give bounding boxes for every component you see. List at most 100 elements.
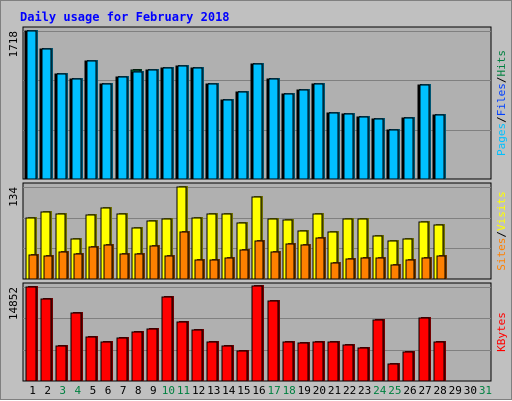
- bar-sites-22: [345, 258, 355, 280]
- bar-kbytes-19: [297, 342, 309, 382]
- bar-kbytes-17: [267, 300, 279, 382]
- bar-kbytes-13: [206, 341, 218, 382]
- bar-pages-18: [283, 93, 294, 180]
- bar-kbytes-6: [100, 341, 112, 382]
- bar-pages-25: [388, 129, 399, 180]
- bar-kbytes-28: [433, 341, 445, 382]
- bar-pages-6: [101, 83, 112, 180]
- x-tick-label-26: 26: [403, 384, 416, 397]
- bar-pages-14: [222, 99, 233, 180]
- bar-kbytes-1: [25, 286, 37, 382]
- x-tick-label-18: 18: [283, 384, 296, 397]
- bar-kbytes-16: [251, 285, 263, 382]
- bar-kbytes-11: [176, 321, 188, 382]
- bar-pages-7: [117, 76, 128, 180]
- bar-sites-26: [405, 259, 415, 280]
- x-tick-label-27: 27: [418, 384, 431, 397]
- x-tick-label-28: 28: [434, 384, 447, 397]
- bar-sites-15: [239, 249, 249, 280]
- bar-kbytes-9: [146, 328, 158, 382]
- x-tick-label-25: 25: [388, 384, 401, 397]
- bar-kbytes-7: [116, 337, 128, 382]
- x-tick-label-6: 6: [105, 384, 112, 397]
- x-tick-label-14: 14: [222, 384, 236, 397]
- x-tick-label-10: 10: [162, 384, 175, 397]
- bar-sites-4: [73, 253, 83, 280]
- max-label-bottom: 14852: [7, 287, 20, 320]
- x-tick-label-29: 29: [449, 384, 462, 397]
- x-tick-label-16: 16: [252, 384, 265, 397]
- bar-kbytes-21: [327, 341, 339, 382]
- bar-kbytes-25: [387, 363, 399, 382]
- bar-pages-9: [147, 69, 158, 180]
- x-tick-label-20: 20: [313, 384, 326, 397]
- x-tick-label-22: 22: [343, 384, 356, 397]
- x-tick-label-11: 11: [177, 384, 190, 397]
- x-tick-label-24: 24: [373, 384, 387, 397]
- bar-kbytes-10: [161, 296, 173, 382]
- legend-middle: Sites/Visits: [495, 191, 508, 271]
- bar-sites-14: [224, 257, 234, 280]
- bar-kbytes-23: [357, 347, 369, 382]
- bar-kbytes-20: [312, 341, 324, 382]
- bar-sites-28: [436, 255, 446, 280]
- bar-kbytes-8: [131, 331, 143, 382]
- bar-sites-16: [254, 240, 264, 280]
- bar-pages-3: [56, 73, 67, 180]
- legend-pages: Pages: [495, 123, 508, 156]
- bar-kbytes-22: [342, 344, 354, 382]
- bar-kbytes-2: [40, 298, 52, 382]
- max-label-middle: 134: [7, 187, 20, 207]
- bar-sites-19: [300, 244, 310, 280]
- x-tick-label-5: 5: [90, 384, 97, 397]
- x-tick-label-9: 9: [150, 384, 157, 397]
- bar-sites-17: [270, 251, 280, 280]
- max-label-top: 1718: [7, 31, 20, 58]
- bar-kbytes-14: [221, 345, 233, 382]
- chart-title: Daily usage for February 2018: [20, 10, 230, 24]
- bar-kbytes-4: [70, 312, 82, 382]
- bar-pages-17: [268, 78, 279, 180]
- legend-bottom: KBytes: [495, 312, 508, 352]
- bar-sites-6: [103, 244, 113, 280]
- legend-files: Files: [495, 83, 508, 116]
- x-tick-label-17: 17: [267, 384, 280, 397]
- x-tick-label-8: 8: [135, 384, 142, 397]
- x-tick-label-19: 19: [298, 384, 311, 397]
- x-tick-label-3: 3: [59, 384, 66, 397]
- bar-pages-22: [343, 113, 354, 180]
- legend-visits: Visits: [495, 191, 508, 231]
- bar-sites-12: [194, 259, 204, 280]
- bar-kbytes-3: [55, 345, 67, 382]
- legend-kbytes: KBytes: [495, 312, 508, 352]
- bar-pages-5: [86, 60, 97, 180]
- x-tick-label-12: 12: [192, 384, 205, 397]
- bar-sites-20: [315, 237, 325, 280]
- legend-top: Pages/Files/Hits: [495, 50, 508, 156]
- x-tick-label-4: 4: [75, 384, 82, 397]
- bar-pages-2: [41, 48, 52, 180]
- bar-kbytes-5: [85, 336, 97, 382]
- legend-hits: Hits: [495, 50, 508, 77]
- bar-pages-26: [403, 117, 414, 180]
- bar-pages-21: [328, 112, 339, 180]
- bar-pages-4: [71, 78, 82, 180]
- bar-pages-11: [177, 65, 188, 180]
- bar-pages-15: [237, 91, 248, 180]
- bar-pages-12: [192, 67, 203, 180]
- x-tick-label-23: 23: [358, 384, 371, 397]
- bar-kbytes-24: [372, 319, 384, 382]
- bar-pages-24: [373, 118, 384, 180]
- bar-pages-16: [252, 63, 263, 180]
- bar-sites-25: [390, 264, 400, 280]
- x-tick-label-2: 2: [44, 384, 51, 397]
- bar-sites-18: [285, 243, 295, 280]
- bar-sites-7: [119, 253, 129, 280]
- bar-sites-27: [421, 257, 431, 280]
- bar-kbytes-18: [282, 341, 294, 382]
- bar-sites-3: [58, 251, 68, 280]
- bar-sites-11: [179, 231, 189, 280]
- bar-kbytes-27: [418, 317, 430, 382]
